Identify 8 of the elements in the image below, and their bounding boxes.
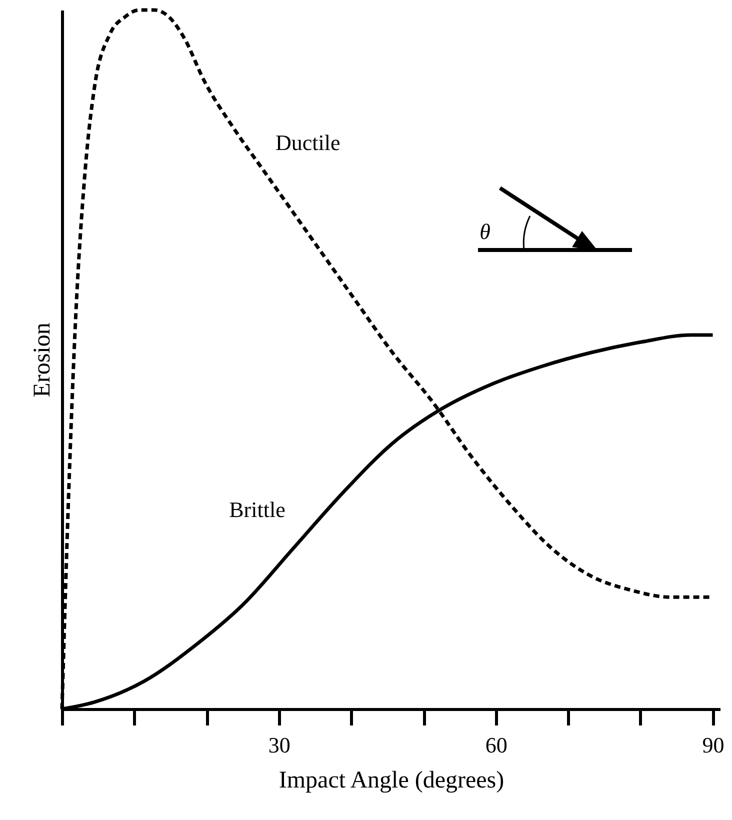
- x-tick-label: 60: [485, 732, 508, 758]
- x-axis-title: Impact Angle (degrees): [278, 768, 504, 794]
- series-label: Ductile: [275, 130, 340, 155]
- annotation: θ: [480, 219, 491, 244]
- x-tick-label: 90: [702, 732, 724, 758]
- series-label: Brittle: [229, 496, 286, 522]
- y-axis-title: Erosion: [30, 322, 56, 398]
- x-tick-label: 30: [268, 732, 290, 758]
